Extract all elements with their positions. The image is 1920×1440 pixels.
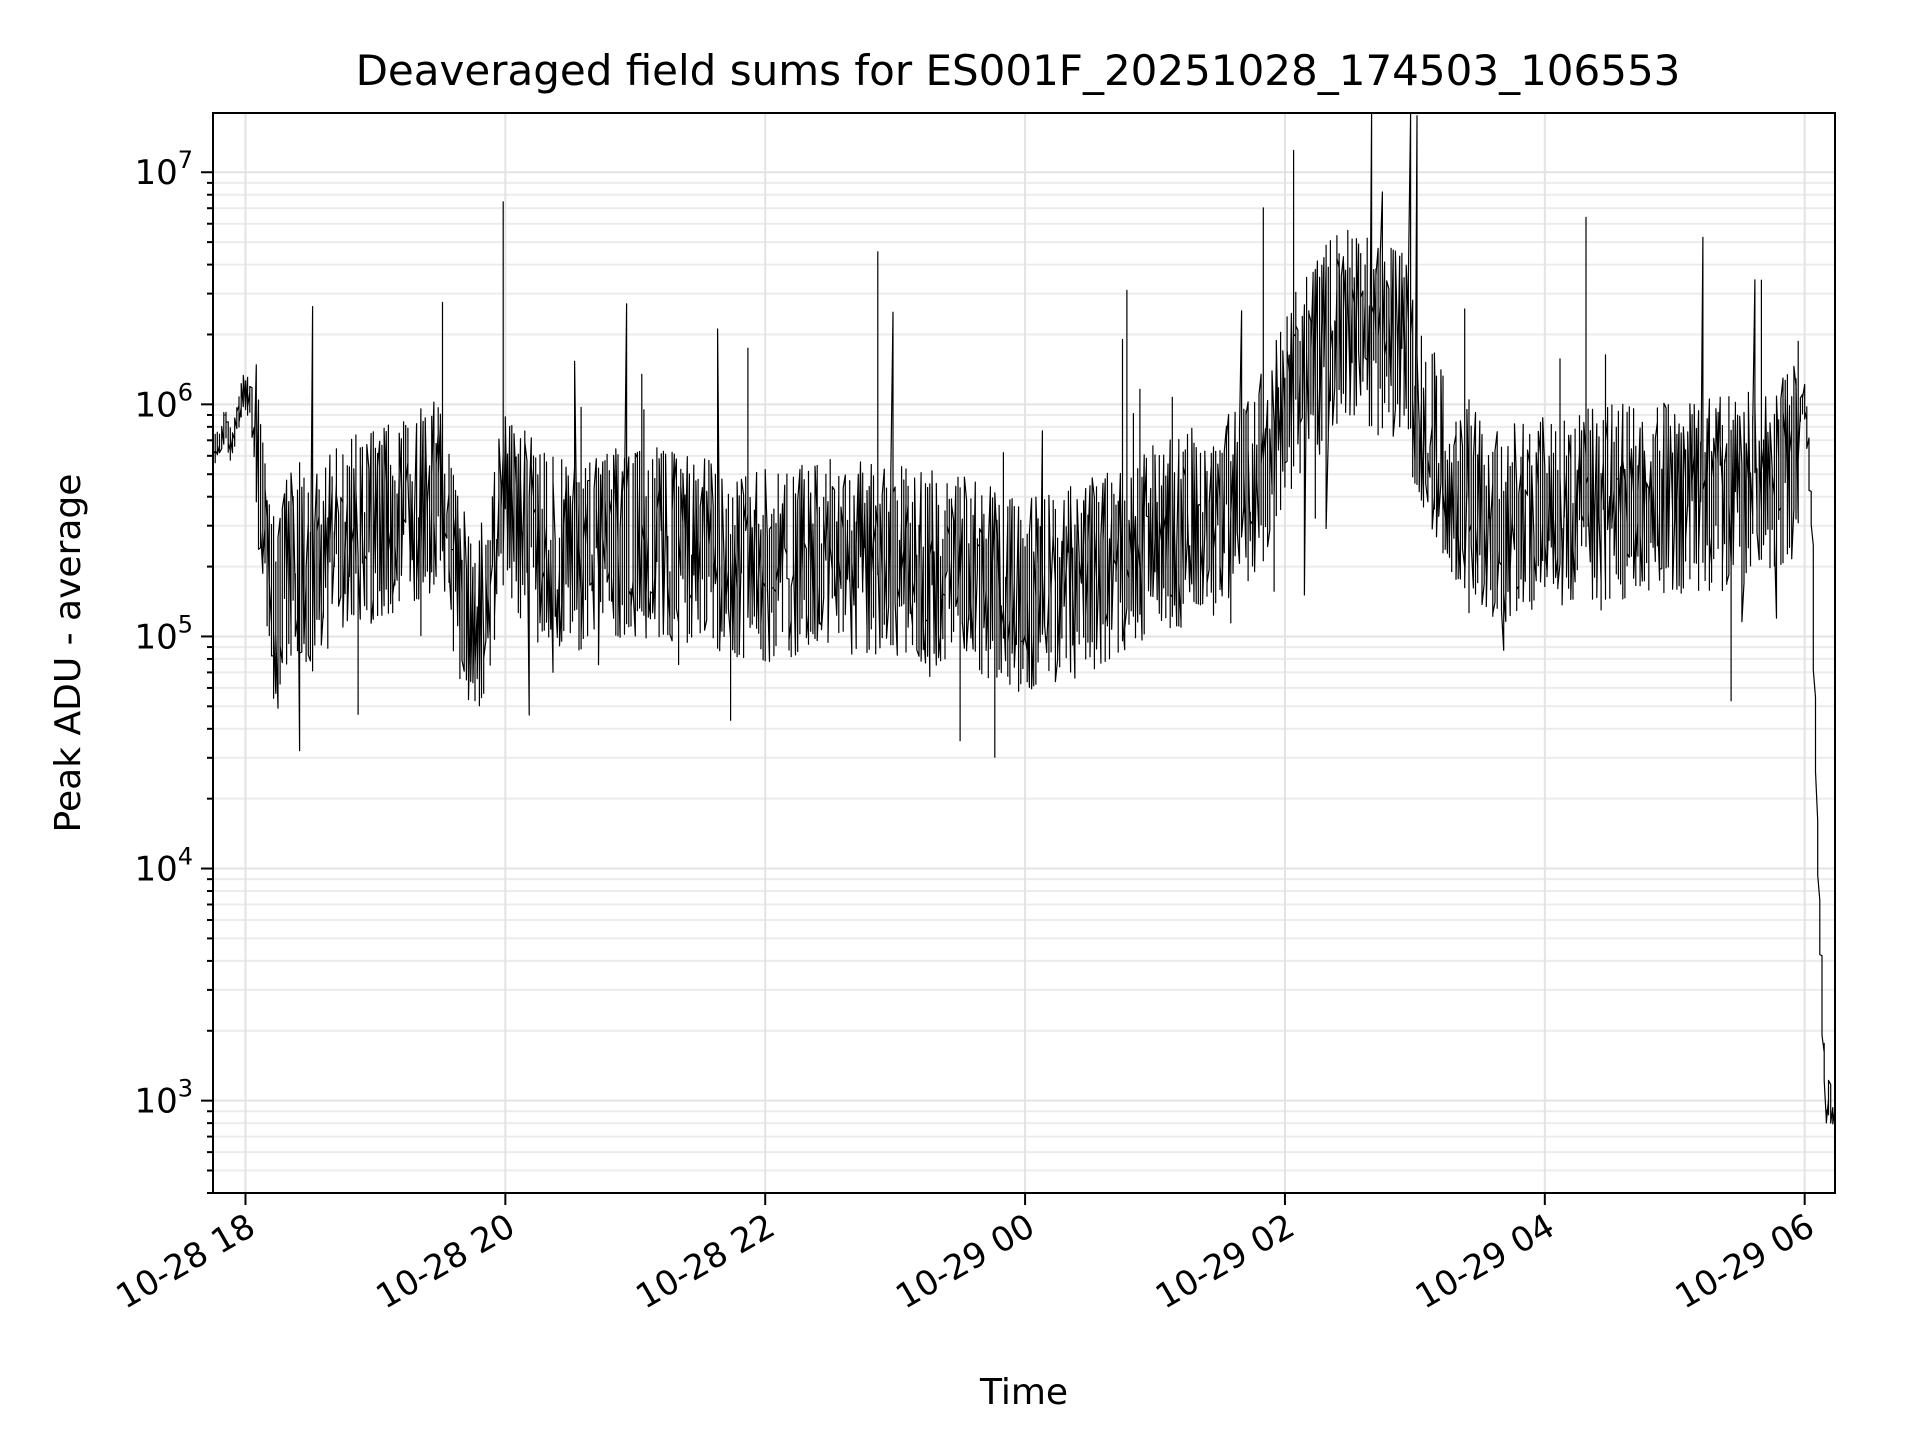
- x-tick-label: 10-28 22: [629, 1206, 781, 1317]
- y-axis-label: Peak ADU - average: [48, 474, 89, 833]
- x-tick-label: 10-29 00: [889, 1206, 1041, 1317]
- x-tick-label: 10-29 02: [1149, 1206, 1301, 1317]
- x-axis: 10-28 18 10-28 20 10-28 22 10-29 00 10-29 02…: [110, 1193, 1821, 1317]
- grid-lines: [213, 113, 1835, 1194]
- x-tick-label: 10-29 04: [1409, 1206, 1561, 1317]
- x-tick-label: 10-28 18: [110, 1206, 262, 1317]
- plot-frame: [212, 112, 1836, 1194]
- y-tick-label: 107: [134, 146, 193, 193]
- y-tick-label: 106: [134, 378, 193, 425]
- x-tick-label: 10-28 20: [369, 1206, 521, 1317]
- y-tick-label: 105: [134, 610, 193, 657]
- y-tick-label: 103: [134, 1075, 193, 1122]
- x-tick-label: 10-29 06: [1669, 1206, 1821, 1317]
- chart-title: Deaveraged field sums for ES001F_2025102…: [356, 46, 1681, 95]
- series-layer: [212, 112, 1836, 1127]
- series-line-0: [212, 112, 1836, 1127]
- x-axis-label: Time: [979, 1372, 1068, 1413]
- y-axis: 103 104 105 106 107: [134, 146, 213, 1194]
- y-tick-label: 104: [134, 843, 193, 890]
